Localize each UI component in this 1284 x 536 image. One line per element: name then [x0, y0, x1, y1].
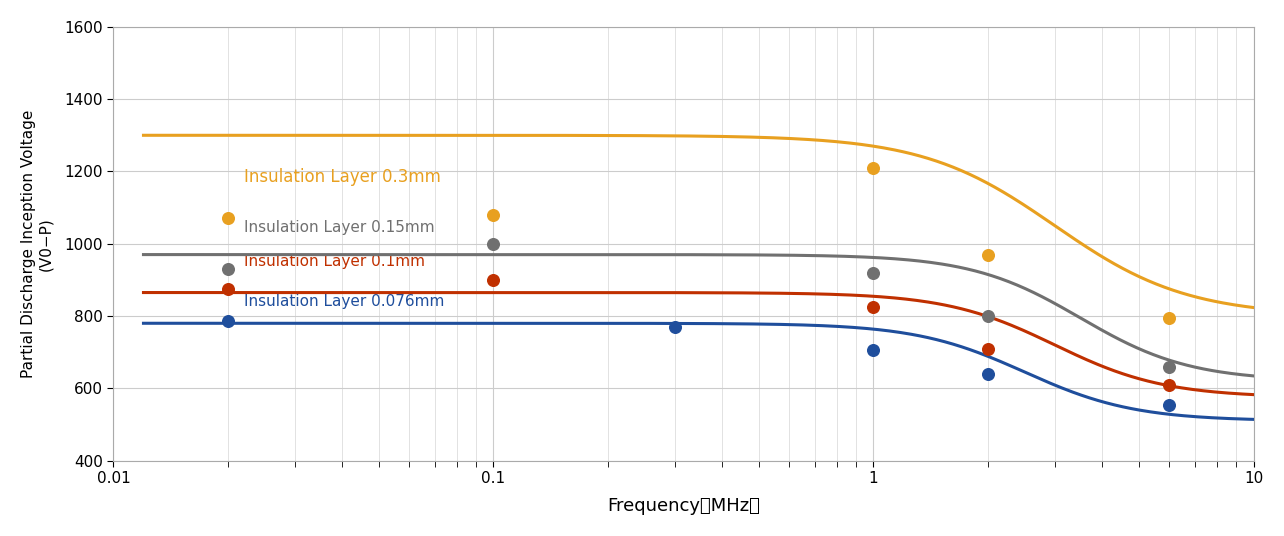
- Point: [217, 317, 238, 326]
- Y-axis label: Partial Discharge Inception Voltage
(V0−P): Partial Discharge Inception Voltage (V0−…: [21, 109, 53, 378]
- Point: [977, 370, 998, 378]
- Point: [977, 250, 998, 259]
- Point: [665, 323, 686, 331]
- Text: Insulation Layer 0.15mm: Insulation Layer 0.15mm: [244, 220, 434, 235]
- Point: [483, 276, 503, 284]
- Point: [217, 214, 238, 223]
- Point: [863, 163, 883, 172]
- X-axis label: Frequency（MHz）: Frequency（MHz）: [607, 497, 760, 515]
- Point: [977, 344, 998, 353]
- Text: Insulation Layer 0.076mm: Insulation Layer 0.076mm: [244, 294, 444, 309]
- Text: Insulation Layer 0.3mm: Insulation Layer 0.3mm: [244, 168, 440, 186]
- Point: [863, 346, 883, 355]
- Point: [1159, 381, 1180, 389]
- Point: [483, 211, 503, 219]
- Point: [217, 265, 238, 273]
- Point: [217, 285, 238, 293]
- Point: [863, 303, 883, 311]
- Point: [1159, 400, 1180, 409]
- Text: Insulation Layer 0.1mm: Insulation Layer 0.1mm: [244, 254, 425, 269]
- Point: [1159, 314, 1180, 322]
- Point: [483, 240, 503, 248]
- Point: [863, 269, 883, 277]
- Point: [1159, 362, 1180, 371]
- Point: [977, 312, 998, 321]
